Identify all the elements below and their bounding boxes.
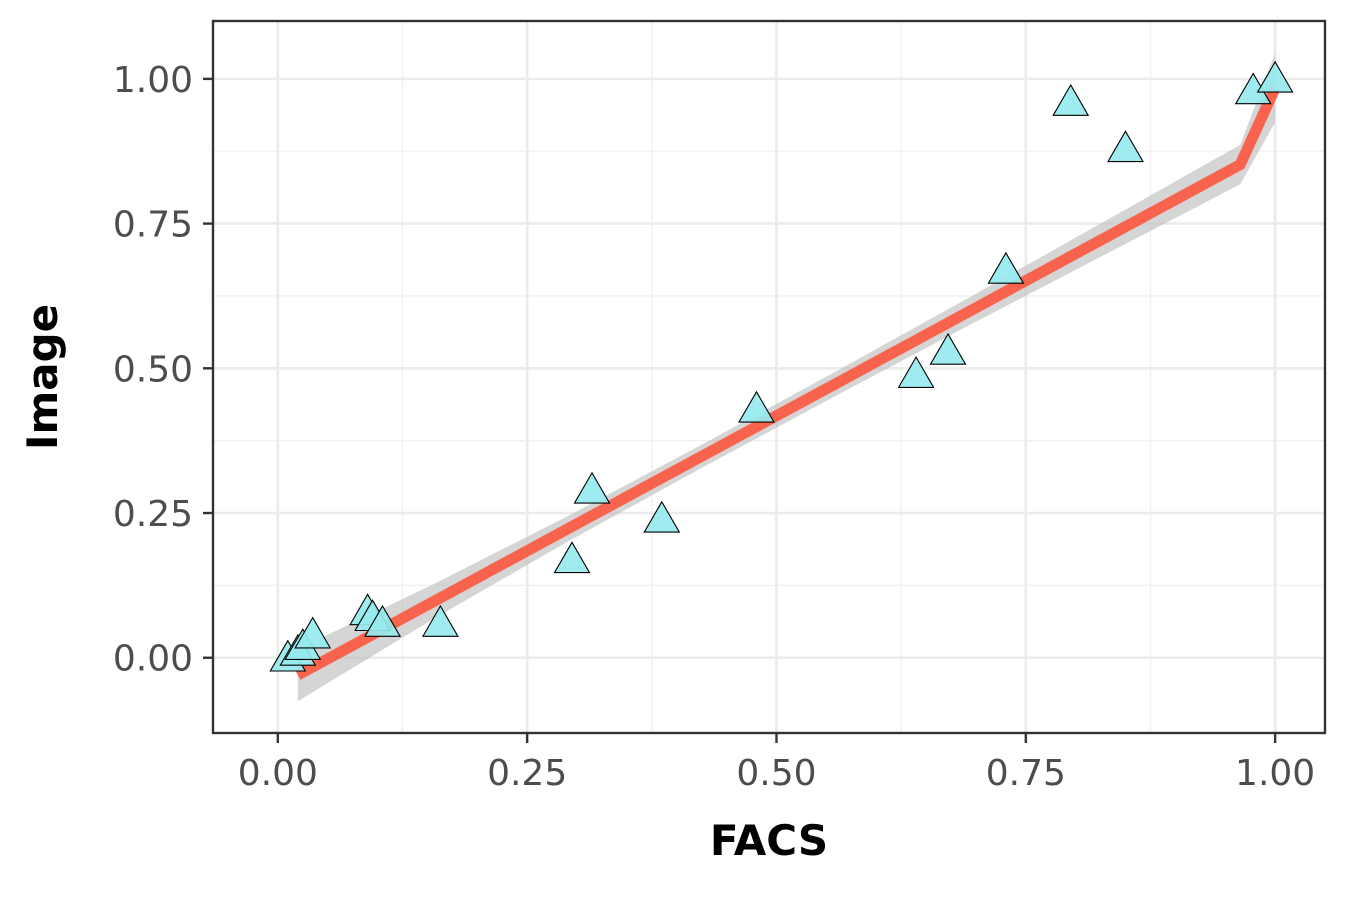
data-point-triangle <box>897 356 935 388</box>
x-tick-label: 1.00 <box>1235 753 1315 794</box>
data-point-triangle <box>1256 60 1294 93</box>
regression-line-path <box>295 85 1281 680</box>
minor-grid <box>213 21 1325 733</box>
data-point-triangle <box>553 541 591 574</box>
data-point-triangle <box>1052 83 1090 116</box>
data-point-triangle <box>929 332 967 365</box>
y-tick-label: 0.75 <box>113 205 193 246</box>
plot-panel-border <box>211 19 1327 735</box>
data-point-triangle <box>643 500 681 533</box>
y-axis-title: Image <box>18 304 67 450</box>
y-tick-label: 0.50 <box>113 349 193 390</box>
data-point-triangle <box>294 616 332 649</box>
data-point-triangle <box>421 604 459 637</box>
y-tick-label: 1.00 <box>113 60 193 101</box>
x-tick-label: 0.00 <box>238 753 318 794</box>
data-point-triangle <box>573 471 611 504</box>
data-point-triangle <box>364 604 402 637</box>
regression-line <box>295 85 1281 680</box>
y-tick-label: 0.00 <box>113 639 193 680</box>
data-point-triangle <box>987 251 1025 284</box>
data-points <box>269 60 1294 672</box>
x-tick-label: 0.50 <box>736 753 816 794</box>
x-axis: 0.00 0.25 0.50 0.75 1.00 <box>238 733 1315 794</box>
x-axis-title: FACS <box>710 816 828 865</box>
y-axis: 0.00 0.25 0.50 0.75 1.00 <box>113 60 213 680</box>
x-tick-label: 0.25 <box>487 753 567 794</box>
data-point-triangle <box>1107 130 1144 163</box>
data-point-triangle <box>738 390 775 423</box>
x-tick-label: 0.75 <box>986 753 1066 794</box>
major-grid <box>213 21 1325 733</box>
y-tick-label: 0.25 <box>113 494 193 535</box>
